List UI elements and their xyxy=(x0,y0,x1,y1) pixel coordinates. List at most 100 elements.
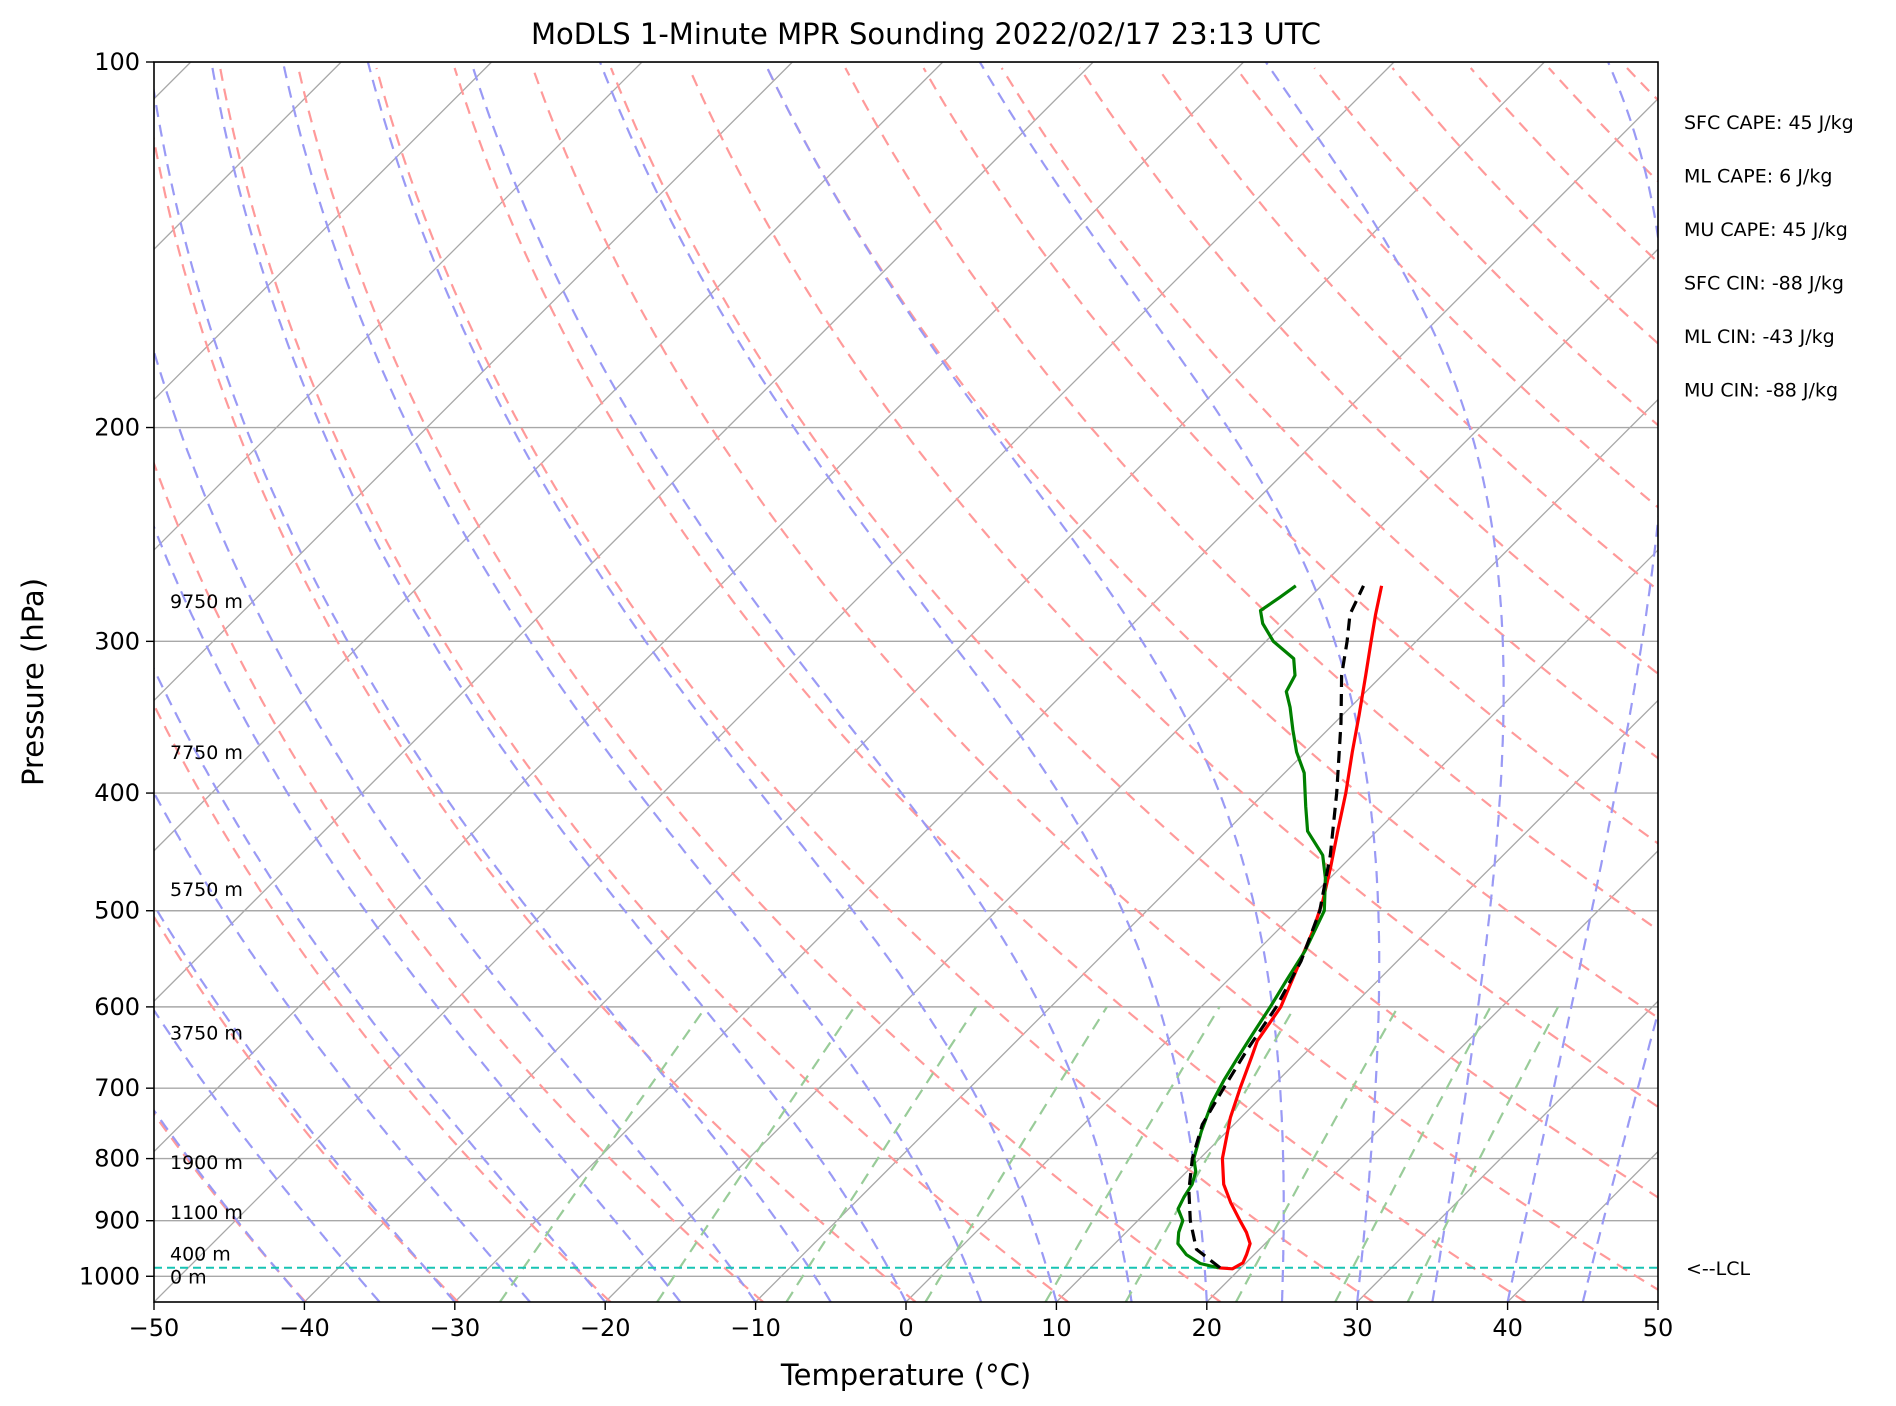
x-tick-label: −10 xyxy=(730,1314,781,1342)
moist-adiabat xyxy=(210,62,907,1302)
dry-adiabat xyxy=(1000,67,1658,760)
y-tick-label: 600 xyxy=(94,993,140,1021)
isotherm-line xyxy=(905,549,1658,1302)
x-axis-ticks: −50 −40 −30 −20 −10 0 10 20 30 40 50 xyxy=(129,1302,1674,1342)
dry-adiabat xyxy=(1626,67,1658,102)
moist-adiabat xyxy=(154,85,832,1302)
moist-adiabat xyxy=(470,62,1133,1302)
dry-adiabat xyxy=(688,67,1658,1109)
dry-adiabat xyxy=(219,67,1069,1302)
stat-text: ML CIN: -43 J/kg xyxy=(1684,326,1835,348)
y-tick-label: 400 xyxy=(94,779,140,807)
x-tick-label: −40 xyxy=(279,1314,330,1342)
height-label: 400 m xyxy=(170,1244,231,1266)
dry-adiabat xyxy=(154,134,917,1302)
isotherm-line xyxy=(1808,62,1896,1302)
dry-adiabat xyxy=(1313,67,1658,427)
dry-adiabat xyxy=(154,914,459,1302)
isotherm-line xyxy=(1507,1150,1658,1302)
isotherm-line xyxy=(154,62,1245,1153)
dry-adiabats xyxy=(154,67,1896,1302)
y-tick-label: 500 xyxy=(94,897,140,925)
dry-adiabat xyxy=(1547,67,1658,183)
isotherm-line xyxy=(154,62,1395,1302)
stat-text: MU CAPE: 45 J/kg xyxy=(1684,219,1848,241)
parcel-profile xyxy=(1187,585,1365,1270)
moist-adiabat xyxy=(1506,62,1658,1302)
dry-adiabat xyxy=(766,67,1658,1019)
moist-adiabat xyxy=(154,524,682,1302)
height-label: 5750 m xyxy=(170,879,243,901)
height-label: 0 m xyxy=(170,1266,207,1288)
isotherm-line xyxy=(1055,699,1658,1302)
x-tick-label: 30 xyxy=(1342,1314,1373,1342)
y-tick-label: 800 xyxy=(94,1145,140,1173)
chart-title: MoDLS 1-Minute MPR Sounding 2022/02/17 2… xyxy=(531,17,1321,51)
dry-adiabat xyxy=(154,460,764,1302)
dry-adiabat xyxy=(297,67,1222,1302)
x-tick-label: 50 xyxy=(1643,1314,1674,1342)
moist-adiabat xyxy=(598,62,1208,1302)
isobar-gridlines xyxy=(154,62,1658,1277)
dry-adiabat xyxy=(1705,68,1896,1302)
moist-adiabat xyxy=(154,1108,306,1302)
dry-adiabat xyxy=(609,67,1658,1199)
moist-adiabats xyxy=(154,62,1658,1302)
mixing-ratio-line xyxy=(1406,1006,1560,1302)
moist-adiabat xyxy=(154,903,456,1302)
lcl-label: <--LCL xyxy=(1686,1258,1750,1280)
dry-adiabat xyxy=(1078,67,1658,676)
isotherm-line xyxy=(1206,849,1658,1302)
height-label: 1100 m xyxy=(170,1202,243,1224)
mixing-ratio-line xyxy=(1124,1006,1296,1302)
isotherm-line xyxy=(154,62,493,401)
moist-adiabat xyxy=(154,348,757,1302)
y-tick-label: 1000 xyxy=(79,1262,140,1290)
dry-adiabat xyxy=(1157,67,1658,592)
x-axis-label: Temperature (°C) xyxy=(780,1358,1031,1392)
x-tick-label: 10 xyxy=(1041,1314,1072,1342)
isotherm-line xyxy=(755,398,1658,1302)
moist-adiabat xyxy=(366,62,1058,1302)
dry-adiabat xyxy=(531,67,1658,1291)
isotherm-line xyxy=(154,62,793,702)
stat-text: SFC CIN: -88 J/kg xyxy=(1684,273,1844,295)
stat-text: SFC CAPE: 45 J/kg xyxy=(1684,112,1854,134)
y-tick-label: 700 xyxy=(94,1074,140,1102)
x-tick-label: 0 xyxy=(898,1314,913,1342)
dry-adiabat xyxy=(922,67,1658,845)
isotherm-line xyxy=(303,62,1545,1302)
stat-text: MU CIN: -88 J/kg xyxy=(1684,380,1838,402)
dry-adiabat xyxy=(1235,67,1658,509)
isotherm-line xyxy=(154,62,944,852)
mixing-ratio-line xyxy=(1044,1006,1221,1302)
mixing-ratio-line xyxy=(1235,1006,1399,1302)
isotherm-line xyxy=(1657,1301,1658,1302)
isotherm-line xyxy=(1356,1000,1658,1302)
moist-adiabat xyxy=(978,62,1381,1302)
height-label: 9750 m xyxy=(170,591,243,613)
height-label: 1900 m xyxy=(170,1152,243,1174)
moist-adiabat xyxy=(1264,62,1505,1302)
x-tick-label: −50 xyxy=(129,1314,180,1342)
height-label: 3750 m xyxy=(170,1023,243,1045)
x-tick-label: 20 xyxy=(1192,1314,1223,1342)
y-axis-label: Pressure (hPa) xyxy=(16,578,50,786)
stat-text: ML CAPE: 6 J/kg xyxy=(1684,166,1832,188)
moist-adiabat xyxy=(281,62,983,1302)
height-label: 7750 m xyxy=(170,742,243,764)
y-axis-ticks: 100 200 300 400 500 600 700 800 900 1000 xyxy=(79,48,154,1290)
x-tick-label: 40 xyxy=(1492,1314,1523,1342)
mixing-ratio-line xyxy=(785,1006,978,1302)
moist-adiabat xyxy=(1581,1008,1658,1302)
sounding-series xyxy=(1176,584,1384,1271)
mixing-ratio-line xyxy=(498,1006,707,1302)
y-tick-label: 900 xyxy=(94,1207,140,1235)
dry-adiabat xyxy=(1391,67,1658,345)
plot-area xyxy=(154,62,1896,1302)
isotherm-line xyxy=(604,248,1658,1302)
moist-adiabat xyxy=(763,62,1285,1302)
y-tick-label: 300 xyxy=(94,627,140,655)
mixing-ratio-line xyxy=(1334,1006,1492,1302)
